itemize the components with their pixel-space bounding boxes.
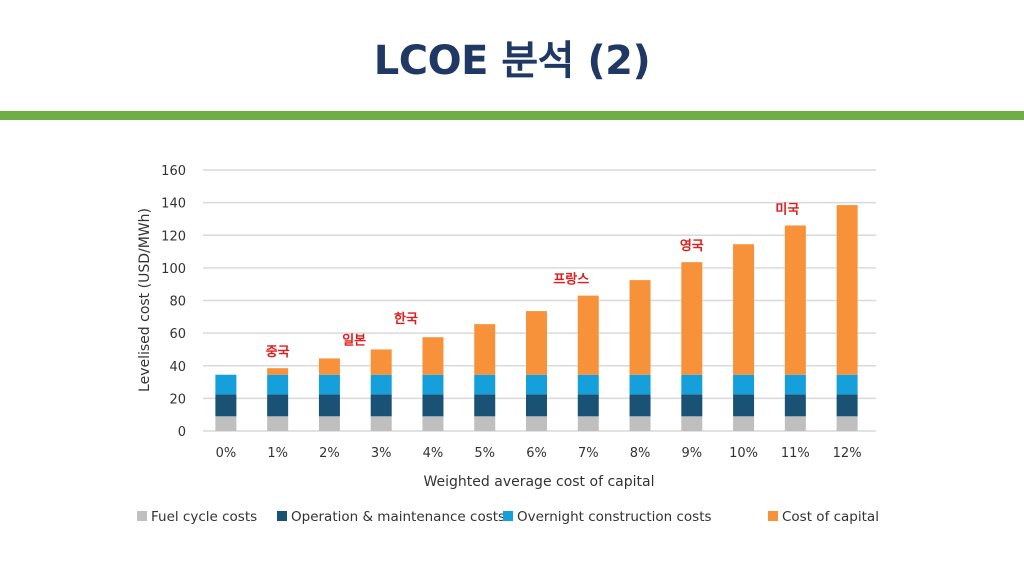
bar-segment bbox=[474, 374, 496, 395]
legend-swatch bbox=[137, 511, 147, 521]
bar-segment bbox=[422, 337, 444, 375]
bar-segment bbox=[422, 374, 444, 395]
bar-segment bbox=[422, 416, 444, 431]
bar-segment bbox=[318, 358, 340, 375]
x-tick-label: 5% bbox=[474, 446, 495, 461]
bar-segment bbox=[422, 394, 444, 417]
y-tick-label: 40 bbox=[169, 360, 186, 375]
bar-segment bbox=[836, 374, 858, 395]
bar-segment bbox=[733, 416, 755, 431]
bar-segment bbox=[629, 280, 651, 375]
bar-segment bbox=[267, 374, 289, 395]
bar-segment bbox=[267, 416, 289, 431]
bar-segment bbox=[681, 374, 703, 395]
bar-segment bbox=[629, 374, 651, 395]
bar-segment bbox=[474, 394, 496, 417]
legend-swatch bbox=[503, 511, 513, 521]
bar-segment bbox=[784, 394, 806, 417]
legend: Fuel cycle costs Operation & maintenance … bbox=[137, 509, 879, 525]
bar-segment bbox=[577, 295, 599, 375]
x-tick-label: 2% bbox=[319, 446, 340, 461]
x-tick-label: 6% bbox=[526, 446, 547, 461]
x-tick-label: 1% bbox=[267, 446, 288, 461]
x-tick-label: 10% bbox=[729, 446, 758, 461]
legend-swatch bbox=[277, 511, 287, 521]
country-annotation: 일본 bbox=[342, 333, 366, 348]
legend-label: Operation & maintenance costs bbox=[291, 509, 505, 525]
bar-segment bbox=[526, 311, 547, 375]
y-tick-label: 20 bbox=[169, 392, 186, 407]
x-tick-labels: 0% 1% 2% 3% 4% 5% 6% 7% 8% 9% 10% 11% 12% bbox=[216, 446, 862, 461]
bar-segment bbox=[784, 374, 806, 395]
bar-segment bbox=[681, 262, 703, 375]
y-tick-labels: 0 20 40 60 80 100 120 140 160 bbox=[161, 164, 186, 440]
bar-segment bbox=[215, 416, 237, 431]
bar-segment bbox=[836, 205, 858, 375]
bar-segment bbox=[629, 416, 651, 431]
bar-segment bbox=[370, 374, 392, 395]
bars bbox=[215, 205, 858, 431]
country-annotation: 한국 bbox=[394, 311, 418, 327]
bar-segment bbox=[629, 394, 651, 417]
bar-segment bbox=[526, 374, 547, 395]
bar-segment bbox=[267, 394, 289, 417]
slide-title: LCOE 분석 (2) bbox=[373, 38, 651, 84]
bar-segment bbox=[318, 394, 340, 417]
y-tick-label: 80 bbox=[169, 295, 186, 310]
bar-segment bbox=[215, 394, 237, 417]
annotations: 중국 일본 한국 프랑스 영국 미국 bbox=[266, 201, 800, 360]
y-tick-label: 160 bbox=[161, 164, 186, 179]
x-tick-label: 11% bbox=[781, 446, 810, 461]
x-tick-label: 3% bbox=[371, 446, 392, 461]
bar-segment bbox=[784, 416, 806, 431]
y-tick-label: 100 bbox=[161, 262, 186, 277]
x-tick-label: 9% bbox=[681, 446, 702, 461]
title-divider bbox=[0, 111, 1024, 120]
bar-segment bbox=[681, 394, 703, 417]
bar-segment bbox=[318, 374, 340, 395]
bar-segment bbox=[318, 416, 340, 431]
bar-segment bbox=[577, 416, 599, 431]
bar-segment bbox=[474, 324, 496, 375]
y-axis-label: Levelised cost (USD/MWh) bbox=[137, 208, 153, 392]
x-tick-label: 4% bbox=[423, 446, 444, 461]
legend-swatch bbox=[768, 511, 778, 521]
y-tick-label: 120 bbox=[161, 229, 186, 244]
grid-lines bbox=[203, 169, 876, 432]
x-tick-label: 8% bbox=[630, 446, 651, 461]
y-tick-label: 0 bbox=[178, 425, 186, 440]
x-tick-label: 0% bbox=[216, 446, 237, 461]
legend-label: Cost of capital bbox=[782, 509, 879, 525]
country-annotation: 영국 bbox=[680, 239, 704, 254]
x-tick-label: 12% bbox=[833, 446, 862, 461]
bar-segment bbox=[526, 416, 547, 431]
bar-segment bbox=[526, 394, 547, 417]
bar-segment bbox=[577, 394, 599, 417]
bar-segment bbox=[836, 416, 858, 431]
bar-segment bbox=[784, 225, 806, 375]
x-tick-label: 7% bbox=[578, 446, 599, 461]
country-annotation: 프랑스 bbox=[553, 273, 589, 288]
bar-segment bbox=[577, 374, 599, 395]
bar-segment bbox=[370, 394, 392, 417]
bar-segment bbox=[681, 416, 703, 431]
bar-segment bbox=[733, 244, 755, 375]
bar-segment bbox=[836, 394, 858, 417]
legend-label: Fuel cycle costs bbox=[151, 509, 257, 525]
bar-segment bbox=[215, 374, 237, 395]
bar-segment bbox=[267, 368, 289, 375]
bar-segment bbox=[474, 416, 496, 431]
bar-segment bbox=[370, 416, 392, 431]
country-annotation: 미국 bbox=[775, 201, 799, 217]
country-annotation: 중국 bbox=[266, 345, 290, 360]
y-tick-label: 60 bbox=[169, 327, 186, 342]
bar-segment bbox=[370, 349, 392, 375]
bar-segment bbox=[733, 374, 755, 395]
bar-segment bbox=[733, 394, 755, 417]
x-axis-label: Weighted average cost of capital bbox=[424, 474, 655, 490]
legend-label: Overnight construction costs bbox=[517, 509, 712, 525]
y-tick-label: 140 bbox=[161, 197, 186, 212]
